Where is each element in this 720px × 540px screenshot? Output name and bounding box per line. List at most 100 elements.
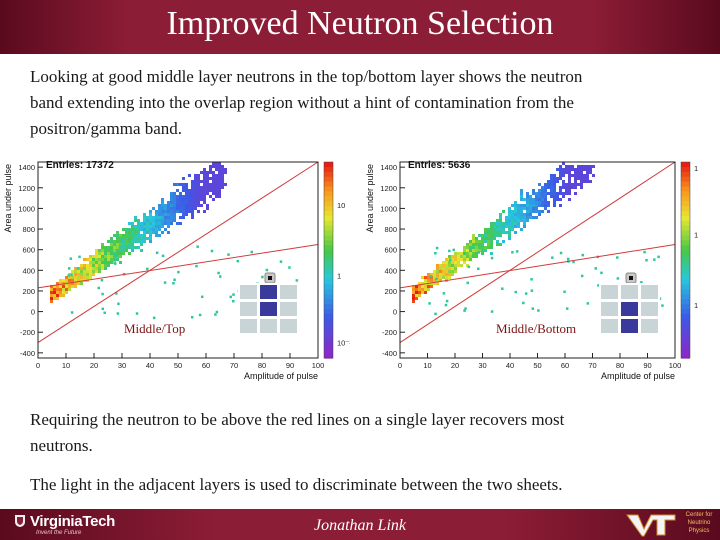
heat-cell (565, 165, 568, 168)
heat-cell (415, 285, 418, 288)
heat-cell (544, 186, 547, 189)
sparse-point (448, 249, 451, 253)
heat-cell (143, 225, 146, 228)
x-tick-label: 70 (588, 361, 596, 370)
heat-cell (158, 213, 161, 216)
heat-cell (460, 264, 463, 267)
heat-cell (484, 246, 487, 249)
heat-cell (131, 222, 134, 225)
heat-cell (568, 165, 571, 168)
heat-cell (562, 192, 565, 195)
heat-cell (517, 222, 520, 225)
heat-cell (176, 210, 179, 213)
heat-cell (170, 210, 173, 213)
heat-cell (56, 282, 59, 285)
sparse-point (198, 313, 202, 317)
heat-cell (511, 222, 514, 225)
heat-cell (173, 195, 176, 198)
heat-cell (194, 177, 197, 180)
heat-cell (520, 216, 523, 219)
sparse-point (119, 245, 122, 248)
heat-cell (547, 180, 550, 183)
heat-cell (499, 231, 502, 234)
heat-cell (472, 252, 475, 255)
heat-cell (544, 198, 547, 201)
heat-cell (445, 267, 448, 270)
heat-cell (568, 189, 571, 192)
sparse-point (563, 290, 566, 294)
heat-cell (526, 213, 529, 216)
heat-cell (520, 204, 523, 207)
heat-cell (140, 234, 143, 237)
x-tick-label: 10 (423, 361, 431, 370)
sparse-point (530, 289, 534, 292)
heat-cell (194, 189, 197, 192)
heat-cell (562, 171, 565, 174)
y-tick-label: -400 (20, 349, 35, 358)
heat-cell (176, 195, 179, 198)
palette-segment (324, 304, 333, 310)
palette-segment (324, 274, 333, 281)
x-tick-label: 90 (286, 361, 294, 370)
heat-cell (571, 168, 574, 171)
heat-cell (77, 270, 80, 273)
sparse-point (581, 253, 584, 257)
heat-cell (586, 174, 589, 177)
heat-cell (475, 243, 478, 246)
heat-cell (191, 186, 194, 189)
heat-cell (134, 225, 137, 228)
y-axis-label: Area under pulse (3, 164, 13, 233)
sparse-point (173, 278, 176, 281)
heat-cell (469, 240, 472, 243)
heat-cell (146, 228, 149, 231)
heat-cell (481, 237, 484, 240)
heat-cell (481, 240, 484, 243)
heat-cell (146, 237, 149, 240)
heat-cell (505, 231, 508, 234)
heat-cell (454, 261, 457, 264)
palette-segment (324, 201, 333, 207)
heat-cell (580, 171, 583, 174)
heat-cell (559, 192, 562, 195)
heat-cell (164, 222, 167, 225)
heat-cell (140, 222, 143, 225)
heat-cell (197, 195, 200, 198)
sparse-point (161, 254, 165, 258)
heat-cell (200, 204, 203, 207)
heat-cell (62, 294, 65, 297)
heat-cell (203, 201, 206, 204)
heat-cell (487, 246, 490, 249)
heat-cell (460, 258, 463, 261)
sparse-point (177, 270, 180, 274)
detector-cell (258, 317, 279, 335)
heat-cell (442, 267, 445, 270)
heat-cell (128, 222, 131, 225)
palette-segment (681, 289, 690, 295)
heat-cell (529, 213, 532, 216)
heat-cell (92, 273, 95, 276)
heat-cell (535, 198, 538, 201)
heat-cell (445, 276, 448, 279)
heat-cell (466, 246, 469, 249)
x-tick-label: 0 (36, 361, 40, 370)
heat-cell (574, 171, 577, 174)
center-logo: Center for Neutrino Physics (680, 511, 718, 535)
heat-cell (562, 180, 565, 183)
heat-cell (490, 243, 493, 246)
sparse-point (466, 281, 469, 285)
heat-cell (143, 240, 146, 243)
heat-cell (568, 186, 571, 189)
heat-cell (553, 204, 556, 207)
heat-cell (164, 219, 167, 222)
heat-cell (110, 240, 113, 243)
heat-cell (164, 207, 167, 210)
palette-segment (681, 255, 690, 261)
heat-cell (583, 165, 586, 168)
heat-cell (74, 267, 77, 270)
heat-cell (164, 213, 167, 216)
heat-cell (92, 270, 95, 273)
palette-segment (681, 250, 690, 256)
heat-cell (92, 261, 95, 264)
heat-cell (586, 180, 589, 183)
heat-cell (475, 246, 478, 249)
